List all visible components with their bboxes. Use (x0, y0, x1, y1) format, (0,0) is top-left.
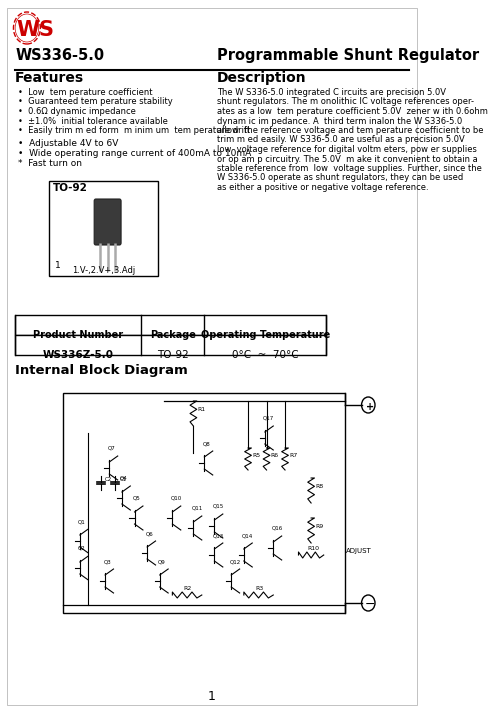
Text: Programmable Shunt Regulator: Programmable Shunt Regulator (217, 48, 479, 63)
Text: Q2: Q2 (78, 546, 86, 551)
Text: Product Number: Product Number (33, 330, 123, 340)
Text: ates as a low  tem perature coefficient 5.0V  zener w ith 0.6ohm: ates as a low tem perature coefficient 5… (217, 107, 488, 116)
Text: Q16: Q16 (272, 526, 283, 531)
Text: R10: R10 (308, 546, 320, 551)
Text: dynam ic im pedance. A  third term inalon the W S336-5.0: dynam ic im pedance. A third term inalon… (217, 116, 462, 125)
Text: Q8: Q8 (203, 441, 210, 446)
Bar (15, 315, 326, 335)
Text: TO-92: TO-92 (53, 183, 88, 193)
Text: Q17: Q17 (263, 416, 274, 421)
Text: R6: R6 (271, 453, 279, 458)
Text: Q9: Q9 (158, 559, 166, 564)
Text: Q7: Q7 (108, 446, 115, 451)
Text: Q10: Q10 (171, 496, 182, 501)
Text: W S336-5.0 operate as shunt regulators, they can be used: W S336-5.0 operate as shunt regulators, … (217, 173, 463, 183)
Text: R2: R2 (184, 586, 192, 591)
Text: Q3: Q3 (103, 559, 111, 564)
Text: R8: R8 (316, 484, 324, 489)
Text: Q11: Q11 (192, 506, 203, 511)
Bar (63, 393, 345, 613)
Text: •  Adjustable 4V to 6V: • Adjustable 4V to 6V (19, 140, 119, 148)
Text: ADJUST: ADJUST (346, 548, 372, 554)
Text: WS336Z-5.0: WS336Z-5.0 (43, 350, 114, 360)
Text: Q15: Q15 (213, 504, 224, 509)
Text: R1: R1 (198, 407, 206, 412)
Text: Q4: Q4 (120, 476, 128, 481)
Text: Q13: Q13 (213, 533, 224, 538)
Text: low  voltage reference for digital voltm eters, pow er supplies: low voltage reference for digital voltm … (217, 145, 477, 154)
Text: allow  the reference voltage and tem perature coefficient to be: allow the reference voltage and tem pera… (217, 126, 483, 135)
Text: C2: C2 (105, 477, 112, 482)
Text: *  Fast turn on: * Fast turn on (19, 158, 83, 168)
Text: TO-92: TO-92 (157, 350, 188, 360)
Bar (96, 238, 119, 243)
Text: 1: 1 (208, 690, 216, 703)
Text: •  Guaranteed tem perature stability: • Guaranteed tem perature stability (19, 98, 173, 106)
Text: Description: Description (217, 71, 306, 85)
Text: Operating Temperature: Operating Temperature (201, 330, 330, 340)
Text: Features: Features (15, 71, 84, 85)
Text: −: − (365, 598, 375, 611)
Text: R5: R5 (252, 453, 261, 458)
Text: 1: 1 (54, 261, 60, 270)
Text: •  0.6Ω dynamic impedance: • 0.6Ω dynamic impedance (19, 107, 137, 116)
Text: Package: Package (150, 330, 196, 340)
Bar (15, 335, 326, 355)
Text: R7: R7 (289, 453, 297, 458)
Text: •  ±1.0%  initial tolerance available: • ±1.0% initial tolerance available (19, 116, 168, 125)
Text: •  Low  tem perature coefficient: • Low tem perature coefficient (19, 88, 153, 97)
Text: Q12: Q12 (229, 559, 241, 564)
Text: Internal Block Diagram: Internal Block Diagram (15, 364, 188, 377)
Text: or op am p circuitry. The 5.0V  m ake it convenient to obtain a: or op am p circuitry. The 5.0V m ake it … (217, 155, 478, 163)
Text: WS: WS (17, 20, 55, 40)
Bar (49, 181, 158, 276)
Text: 0°C  ~  70°C: 0°C ~ 70°C (232, 350, 298, 360)
Text: stable reference from  low  voltage supplies. Further, since the: stable reference from low voltage suppli… (217, 164, 482, 173)
Text: Q1: Q1 (78, 519, 86, 524)
Text: WS336-5.0: WS336-5.0 (15, 48, 104, 63)
Text: R9: R9 (316, 524, 324, 529)
Text: •  Easily trim m ed form  m inim um  tem perature drift: • Easily trim m ed form m inim um tem pe… (19, 126, 250, 135)
Text: Q14: Q14 (242, 533, 254, 538)
Text: trim m ed easily. W S336-5.0 are useful as a precision 5.0V: trim m ed easily. W S336-5.0 are useful … (217, 135, 465, 145)
Text: as either a positive or negative voltage reference.: as either a positive or negative voltage… (217, 183, 428, 192)
Text: Q5: Q5 (133, 496, 141, 501)
FancyBboxPatch shape (94, 199, 121, 245)
Text: R3: R3 (255, 586, 264, 591)
Text: C1: C1 (119, 477, 127, 482)
Text: 1.V-,2.V+,3.Adj: 1.V-,2.V+,3.Adj (72, 266, 135, 275)
Text: The W S336-5.0 integrated C ircuits are precision 5.0V: The W S336-5.0 integrated C ircuits are … (217, 88, 446, 97)
Text: +: + (366, 402, 374, 412)
Text: Q6: Q6 (146, 531, 153, 536)
Text: •  Wide operating range current of 400mA to 10mA: • Wide operating range current of 400mA … (19, 149, 252, 158)
Text: shunt regulators. The m onolithic IC voltage references oper-: shunt regulators. The m onolithic IC vol… (217, 98, 474, 106)
